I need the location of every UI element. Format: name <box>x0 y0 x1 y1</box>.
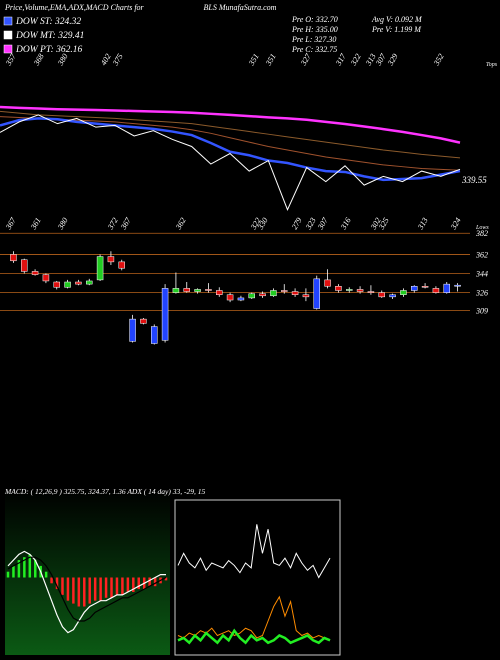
candle-body <box>226 294 234 301</box>
ema-line <box>0 105 461 144</box>
macd-line <box>7 550 166 634</box>
candle-body <box>183 288 190 292</box>
candle-body <box>400 290 407 295</box>
candle-body <box>96 256 104 281</box>
candle-body <box>443 283 450 293</box>
candle-body <box>324 279 331 287</box>
candle-body <box>378 292 385 298</box>
candle-body <box>194 289 201 292</box>
candle-body <box>86 280 93 285</box>
info-text: Avg V: 0.092 M <box>371 15 423 24</box>
candle-body <box>248 293 255 299</box>
y-tick-label: 344 <box>475 270 488 279</box>
candle-body <box>335 286 342 291</box>
info-text: Pre H: 335.00 <box>291 25 338 34</box>
y-tick-label: 382 <box>475 229 488 238</box>
tops-label: Tops <box>486 62 498 68</box>
candle-body <box>31 271 39 275</box>
candle-body <box>367 291 375 293</box>
ema-line <box>0 116 461 171</box>
candle-body <box>140 318 147 324</box>
macd-title: MACD: ( 12,26,9 ) 325.75, 324.37, 1.36 A… <box>4 487 206 496</box>
candle-body <box>356 289 364 292</box>
candle-body <box>302 294 310 298</box>
ema-line <box>0 110 461 159</box>
candle-body <box>118 261 125 269</box>
candle-body <box>129 318 136 342</box>
candle-body <box>421 286 429 288</box>
info-text: Pre O: 332.70 <box>291 15 338 24</box>
candle-body <box>151 326 158 344</box>
adx-line <box>177 595 331 641</box>
legend-entry: DOW ST: 324.32 <box>15 17 81 27</box>
candle-body <box>172 288 180 293</box>
candle-body <box>291 291 299 295</box>
candle-body <box>313 278 320 309</box>
candle-body <box>411 286 418 291</box>
candle-body <box>75 281 82 285</box>
candle-body <box>107 256 115 263</box>
candle-body <box>237 297 245 301</box>
candle-body <box>53 281 60 288</box>
legend-entry: DOW PT: 362.16 <box>15 45 82 55</box>
site: BLS MunafaSutra.com <box>204 3 277 12</box>
legend-swatch <box>3 16 13 26</box>
candle-body <box>454 284 461 287</box>
y-tick-label: 326 <box>475 289 488 298</box>
adx-line <box>177 524 331 579</box>
adx-line <box>177 628 331 645</box>
last-price: 339.55 <box>461 175 487 185</box>
candle-body <box>205 289 212 291</box>
candle-body <box>270 290 277 297</box>
candle-body <box>216 290 223 295</box>
candle-body <box>42 274 50 282</box>
legend-swatch <box>3 44 13 54</box>
candle-body <box>432 288 440 293</box>
candle-body <box>346 289 353 291</box>
signal-line <box>7 556 167 622</box>
candle-body <box>21 259 28 272</box>
info-text: Pre L: 327.30 <box>291 35 336 44</box>
candle-body <box>259 293 266 297</box>
info-text: Pre V: 1.199 M <box>371 25 422 34</box>
lows-label: Lows <box>475 225 489 231</box>
candle-body <box>389 294 396 298</box>
legend-swatch <box>3 30 13 40</box>
macd-panel <box>5 490 170 655</box>
legend-entry: DOW MT: 329.41 <box>15 31 84 41</box>
title: Price,Volume,EMA,ADX,MACD Charts for <box>4 3 145 12</box>
candle-body <box>64 281 71 288</box>
candle-body <box>281 290 288 292</box>
y-tick-label: 362 <box>475 250 488 259</box>
ema-line <box>0 114 461 212</box>
candle-body <box>10 254 17 262</box>
candle-body <box>161 288 169 341</box>
y-tick-label: 309 <box>475 307 488 316</box>
ema-line <box>0 117 461 182</box>
info-text: Pre C: 332.75 <box>291 45 337 54</box>
